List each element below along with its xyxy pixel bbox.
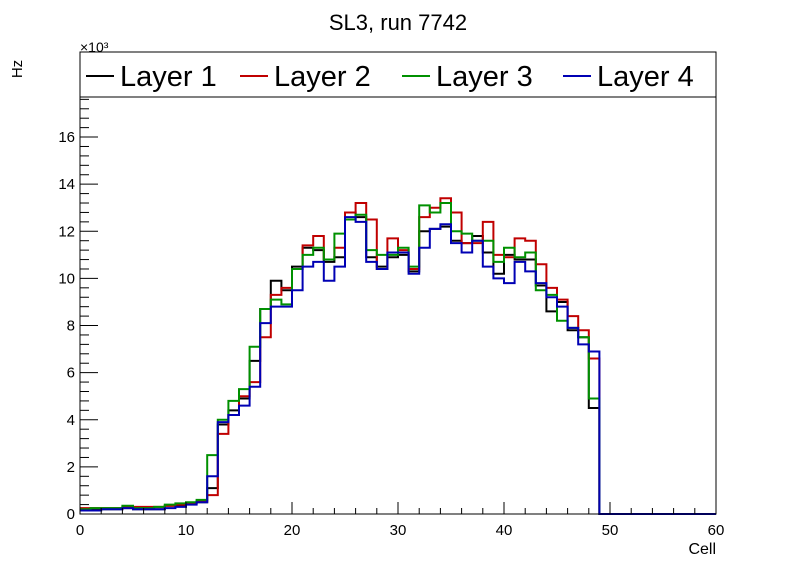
series-line-layer-3 [80, 202, 716, 515]
x-tick-label: 10 [178, 522, 195, 539]
y-tick-label: 16 [58, 129, 75, 146]
x-tick-label: 50 [602, 522, 619, 539]
series-group [80, 197, 716, 515]
chart-title: SL3, run 7742 [329, 10, 467, 35]
y-tick-label: 8 [67, 318, 75, 335]
y-tick-label: 4 [67, 412, 75, 429]
y-tick-label: 0 [67, 506, 75, 523]
x-tick-label: 20 [284, 522, 301, 539]
x-tick-label: 60 [708, 522, 725, 539]
y-tick-label: 6 [67, 365, 75, 382]
y-tick-label: 2 [67, 459, 75, 476]
x-tick-label: 40 [496, 522, 513, 539]
x-axis-label: Cell [688, 541, 716, 558]
y-axis-label: Hz [9, 60, 26, 78]
legend-box [79, 51, 717, 98]
legend-label-layer-2: Layer 2 [274, 61, 371, 93]
legend-label-layer-1: Layer 1 [120, 61, 217, 93]
series-line-layer-1 [80, 211, 716, 515]
x-tick-label: 30 [390, 522, 407, 539]
axes-group: 0 10 20 30 40 50 60 0 2 4 6 8 10 12 14 16 [58, 96, 725, 539]
y-axis-multiplier: ×10³ [80, 39, 109, 55]
y-tick-label: 10 [58, 270, 75, 287]
legend: Layer 1 Layer 2 Layer 3 Layer 4 [79, 51, 717, 98]
y-tick-label: 14 [58, 176, 75, 193]
x-tick-label: 0 [76, 522, 84, 539]
legend-label-layer-4: Layer 4 [597, 61, 694, 93]
series-line-layer-4 [80, 216, 716, 515]
series-line-layer-2 [80, 197, 716, 515]
plot-frame [79, 96, 717, 515]
y-tick-label: 12 [58, 223, 75, 240]
legend-label-layer-3: Layer 3 [436, 61, 533, 93]
